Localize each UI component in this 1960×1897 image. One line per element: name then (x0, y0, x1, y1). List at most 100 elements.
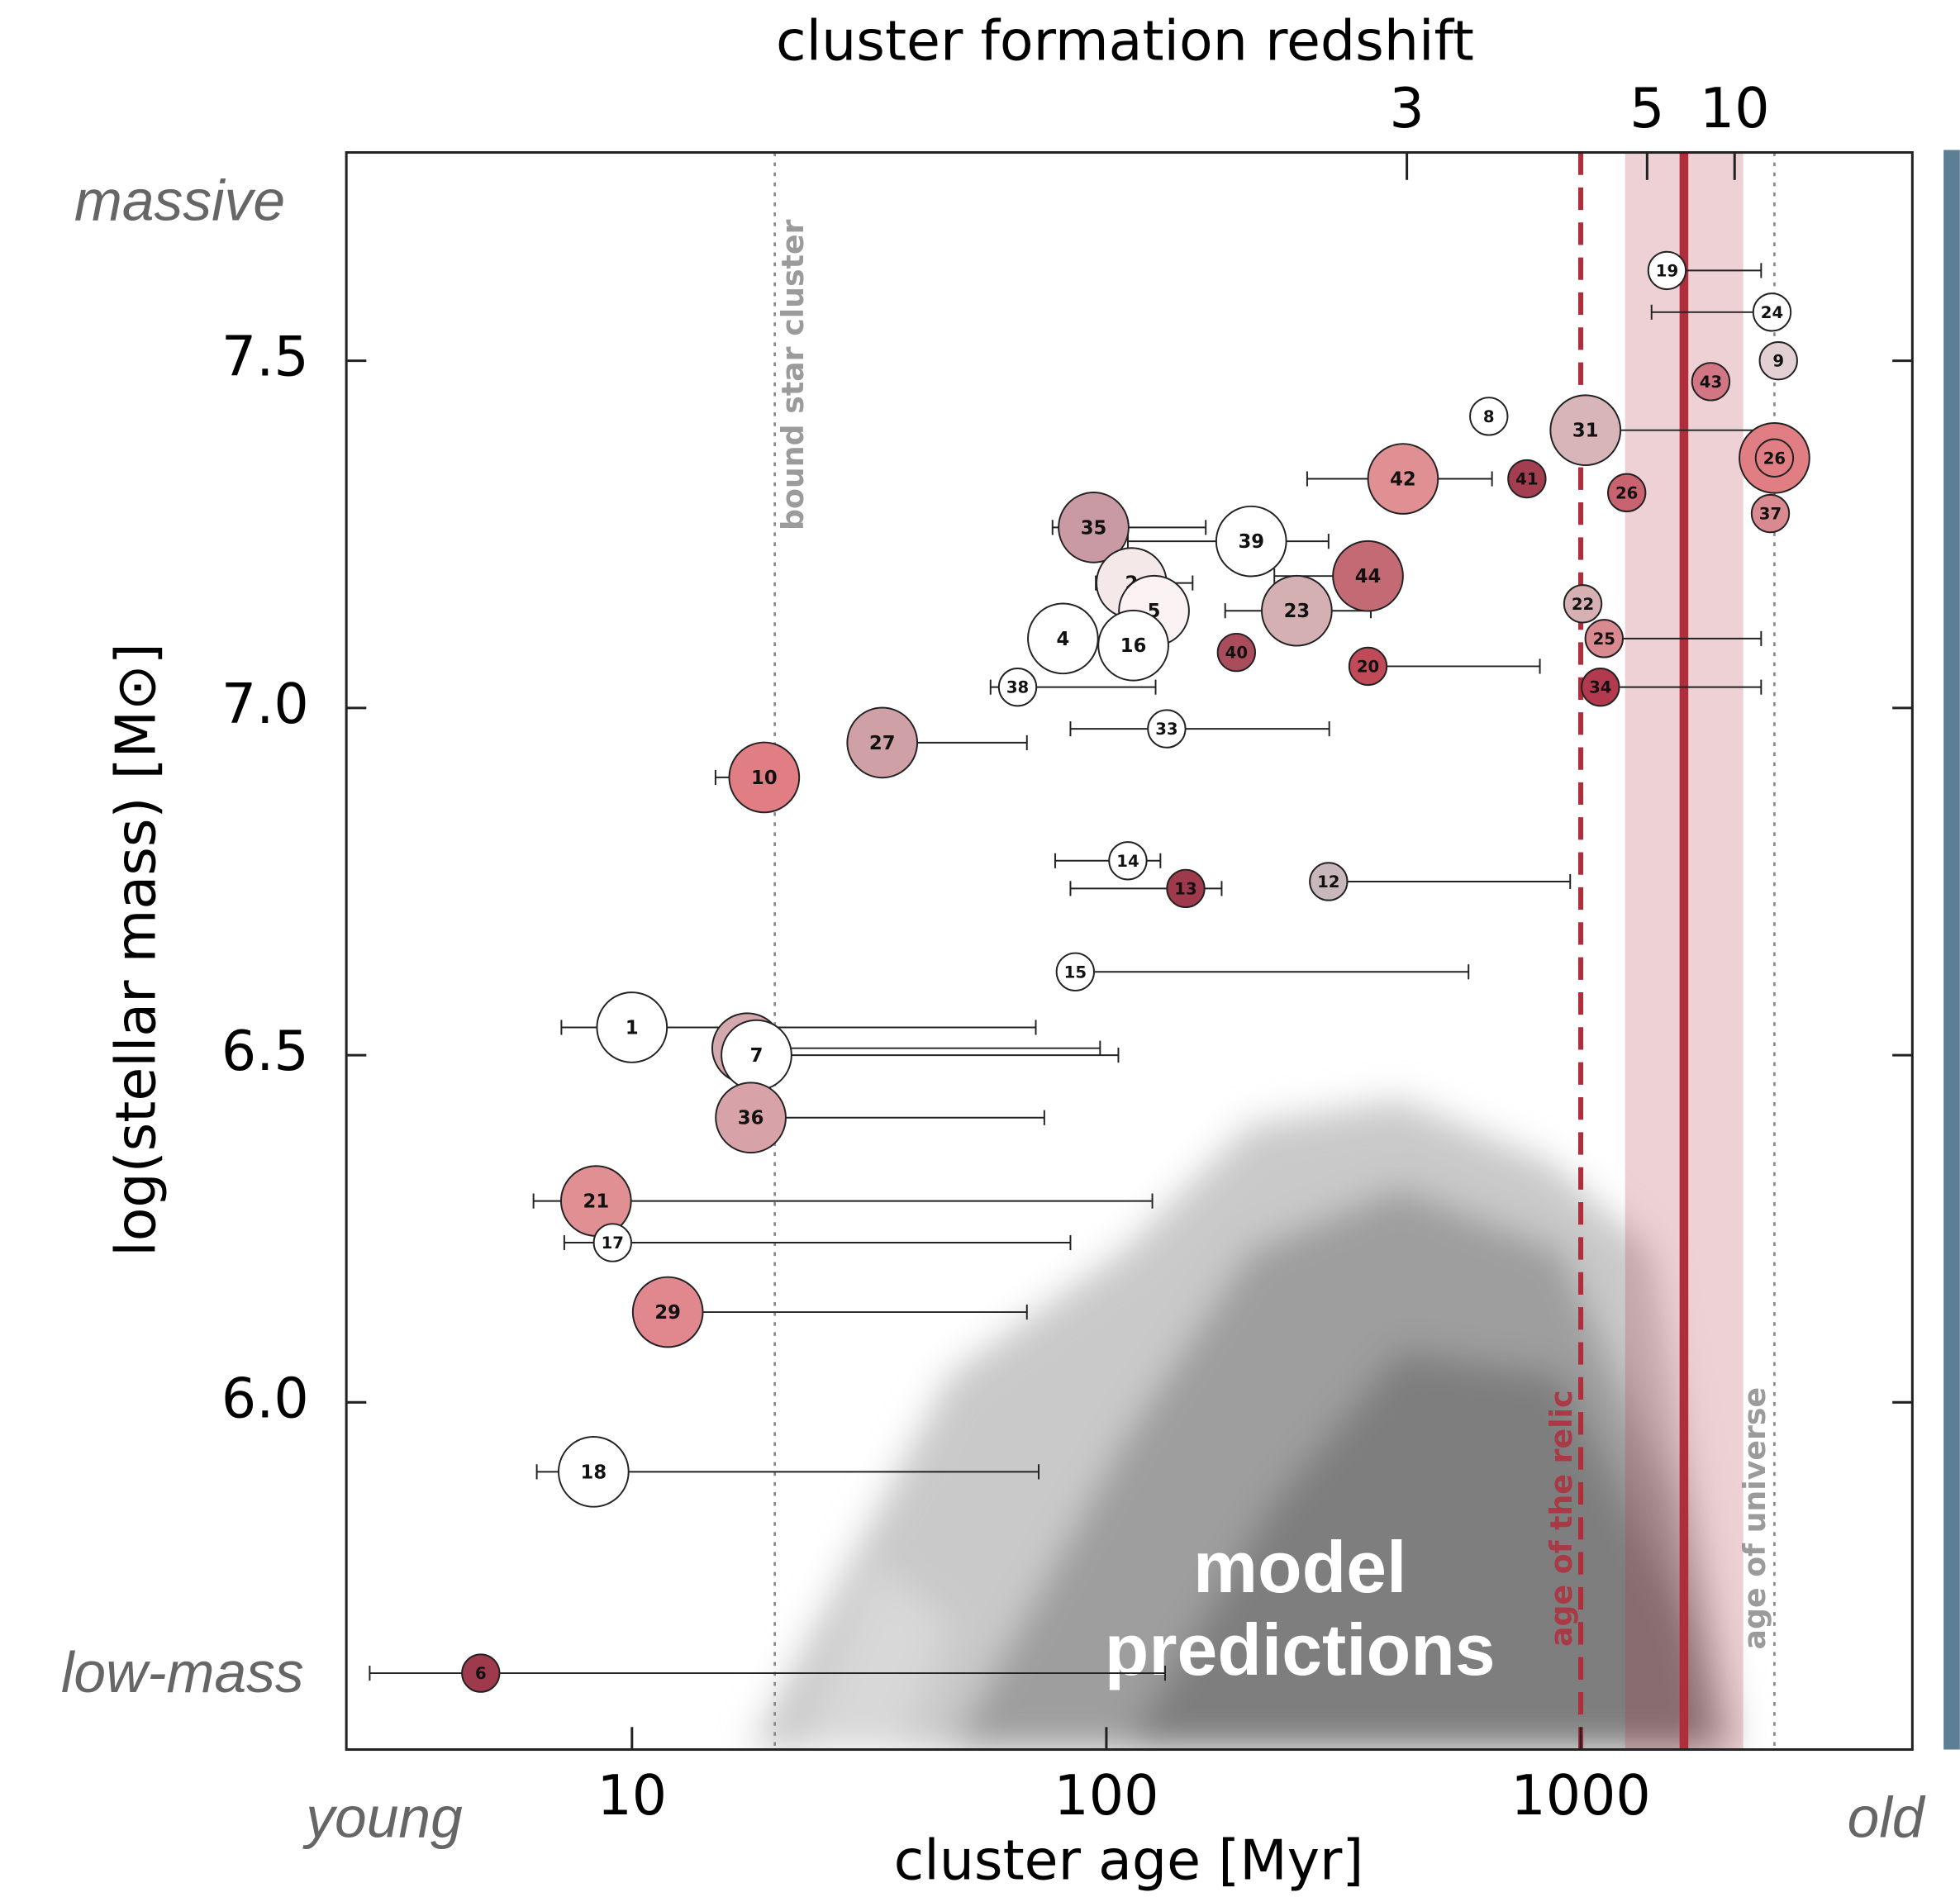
cluster-point (1166, 868, 1206, 909)
cluster-label: 26 (1763, 449, 1786, 468)
x-axis-title: cluster age [Myr] (894, 1828, 1364, 1893)
corner-label: massive (74, 168, 285, 232)
cluster-label: 23 (1284, 601, 1311, 622)
cluster-label: 4 (1056, 629, 1069, 650)
cluster-point (558, 1436, 630, 1508)
reference-label: age of the relic (1544, 1390, 1579, 1646)
x2-tick-label: 5 (1629, 76, 1664, 140)
cluster-label: 14 (1116, 852, 1139, 871)
cluster-point (1750, 493, 1791, 534)
model-label: model predictions (1104, 1527, 1496, 1691)
cluster-point (1108, 841, 1148, 881)
cluster-point (631, 1276, 704, 1348)
cluster-point (1507, 459, 1547, 499)
y-axis-title: log(stellar mass) [M⊙] (104, 643, 169, 1257)
cluster-point (1097, 609, 1169, 682)
cluster-point (1607, 473, 1647, 513)
x-tick-label: 10 (597, 1763, 667, 1828)
cluster-point (1469, 397, 1509, 436)
cluster-label: 44 (1355, 566, 1382, 587)
cluster-point (1752, 292, 1792, 332)
cluster-label: 1 (626, 1017, 639, 1039)
cluster-point (1261, 574, 1333, 647)
cluster-label: 16 (1120, 635, 1147, 657)
cluster-label: 27 (869, 733, 896, 754)
y-tick-label: 6.0 (221, 1366, 309, 1430)
corner-label: old (1848, 1785, 1926, 1850)
model-label-box: model predictions (1104, 1527, 1496, 1691)
plot-frame (345, 151, 1914, 1752)
cluster-point (1367, 443, 1439, 515)
cluster-point (1215, 505, 1287, 578)
cluster-point (1027, 602, 1099, 675)
x-tick-label: 1000 (1510, 1763, 1650, 1828)
cluster-point (1584, 619, 1624, 658)
cluster-point (1563, 584, 1603, 624)
cluster-label: 21 (583, 1191, 610, 1213)
cluster-label: 38 (1006, 678, 1029, 697)
cluster-label: 24 (1761, 303, 1783, 322)
cluster-label: 7 (750, 1045, 764, 1067)
cluster-point (1647, 250, 1687, 291)
cluster-point (596, 991, 668, 1063)
cluster-point (592, 1223, 632, 1262)
model-cloud (749, 1100, 1738, 1750)
cluster-point (1216, 632, 1256, 673)
cluster-point (997, 667, 1038, 707)
cluster-label: 18 (581, 1462, 607, 1483)
cluster-label: 41 (1515, 470, 1538, 489)
y-tick-label: 6.5 (221, 1019, 309, 1083)
reference-label: bound star cluster (775, 219, 811, 530)
x2-tick-label: 3 (1389, 76, 1424, 140)
cluster-label: 15 (1064, 963, 1087, 982)
cluster-label: 22 (1572, 595, 1594, 614)
cluster-point (1058, 492, 1130, 563)
cluster-label: 20 (1357, 657, 1379, 676)
corner-label: young (302, 1785, 463, 1850)
cluster-point (846, 706, 919, 779)
cluster-label: 17 (602, 1234, 624, 1253)
reference-label: age of universe (1737, 1387, 1772, 1650)
cluster-label: 26 (1615, 483, 1638, 502)
cluster-point (728, 741, 801, 814)
cluster-label: 34 (1589, 678, 1611, 697)
photo-strip (1943, 150, 1960, 1750)
cluster-label: 8 (1483, 407, 1495, 426)
cluster-label: 33 (1155, 720, 1177, 739)
cluster-label: 37 (1759, 505, 1782, 524)
cluster-label: 9 (1772, 352, 1784, 371)
cluster-label: 31 (1572, 421, 1599, 442)
cluster-label: 35 (1081, 517, 1107, 539)
cluster-label: 19 (1656, 261, 1678, 280)
cluster-label: 13 (1174, 879, 1196, 898)
y-tick-label: 7.5 (221, 325, 309, 389)
cluster-point (1758, 340, 1798, 381)
cluster-label: 25 (1593, 630, 1615, 649)
cluster-point (1691, 362, 1731, 402)
cluster-point (1549, 394, 1622, 467)
cluster-point (1332, 540, 1404, 612)
cluster-label: 42 (1390, 469, 1416, 491)
cluster-point (461, 1653, 501, 1693)
cluster-label: 39 (1238, 531, 1264, 553)
x-tick-label: 100 (1054, 1763, 1158, 1828)
cluster-label: 40 (1225, 644, 1248, 663)
cluster-label: 6 (475, 1664, 487, 1683)
cluster-point (1348, 646, 1388, 687)
y-tick-label: 7.0 (221, 672, 309, 736)
top-axis-title: cluster formation redshift (776, 9, 1474, 74)
cluster-label: 10 (751, 768, 778, 789)
cluster-point (1754, 438, 1795, 478)
corner-label: low-mass (61, 1640, 304, 1704)
cluster-point (715, 1082, 787, 1154)
cluster-point (1147, 709, 1187, 749)
cluster-label: 29 (654, 1302, 681, 1324)
cluster-label: 36 (738, 1108, 764, 1129)
cluster-point (1055, 952, 1095, 991)
cluster-point (1581, 667, 1620, 707)
cluster-label: 12 (1317, 872, 1339, 891)
cluster-label: 43 (1700, 373, 1722, 392)
x2-tick-label: 10 (1700, 76, 1770, 140)
